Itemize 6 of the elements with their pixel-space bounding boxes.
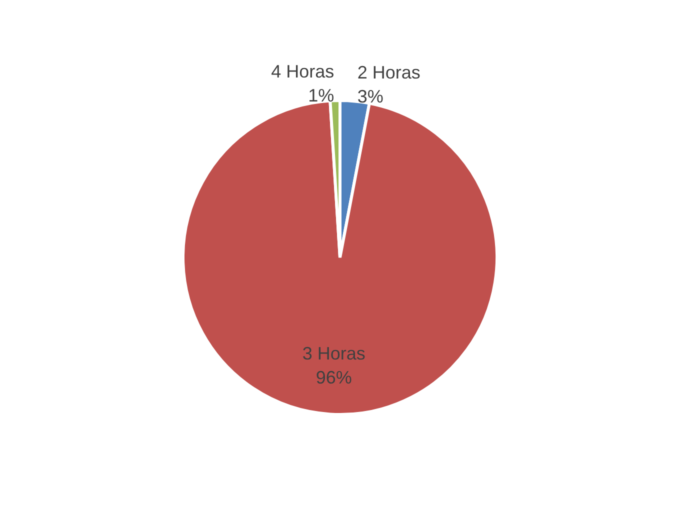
slice-label: 4 Horas (271, 62, 334, 82)
data-label: 3% (357, 86, 384, 106)
data-label: 96% (316, 368, 352, 388)
slice-label: 2 Horas (357, 62, 420, 82)
slice-label: 3 Horas (302, 344, 366, 364)
data-label: 1% (308, 86, 334, 106)
